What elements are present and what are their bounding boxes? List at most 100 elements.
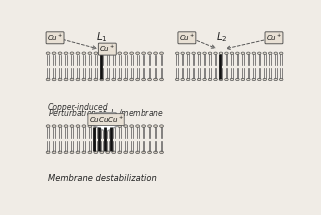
Circle shape xyxy=(112,78,116,81)
Circle shape xyxy=(160,78,163,81)
Circle shape xyxy=(197,78,201,81)
Circle shape xyxy=(154,125,158,127)
Circle shape xyxy=(52,151,56,154)
Circle shape xyxy=(214,52,217,54)
Circle shape xyxy=(208,52,212,54)
Circle shape xyxy=(112,125,116,127)
Circle shape xyxy=(241,52,245,54)
Circle shape xyxy=(247,52,250,54)
Circle shape xyxy=(106,125,110,127)
Circle shape xyxy=(64,52,68,55)
Circle shape xyxy=(160,151,163,154)
Circle shape xyxy=(100,151,104,154)
Text: $L_2$: $L_2$ xyxy=(216,30,228,44)
Circle shape xyxy=(112,151,116,154)
Circle shape xyxy=(225,52,228,54)
Circle shape xyxy=(100,52,104,55)
Circle shape xyxy=(208,78,212,81)
Text: $CuCuCu^+$: $CuCuCu^+$ xyxy=(89,114,124,125)
Text: $Cu^+$: $Cu^+$ xyxy=(99,44,116,54)
Circle shape xyxy=(197,52,201,54)
Circle shape xyxy=(136,125,140,127)
Circle shape xyxy=(118,125,122,127)
Circle shape xyxy=(187,52,190,54)
Circle shape xyxy=(154,151,158,154)
Circle shape xyxy=(181,78,185,81)
Circle shape xyxy=(88,151,92,154)
Circle shape xyxy=(241,78,245,81)
Circle shape xyxy=(274,78,277,81)
Circle shape xyxy=(236,78,239,81)
Circle shape xyxy=(124,52,128,55)
Circle shape xyxy=(268,52,272,54)
Text: $Cu^+$: $Cu^+$ xyxy=(47,33,63,43)
Text: $Cu^+$: $Cu^+$ xyxy=(179,33,195,43)
Circle shape xyxy=(76,125,80,127)
Circle shape xyxy=(118,151,122,154)
Circle shape xyxy=(76,151,80,154)
Circle shape xyxy=(94,151,98,154)
Circle shape xyxy=(118,78,122,81)
Circle shape xyxy=(247,78,250,81)
Circle shape xyxy=(257,52,261,54)
Circle shape xyxy=(106,151,110,154)
Circle shape xyxy=(52,52,56,55)
Circle shape xyxy=(94,52,98,55)
Circle shape xyxy=(46,78,50,81)
Circle shape xyxy=(148,125,152,127)
Circle shape xyxy=(230,78,234,81)
Circle shape xyxy=(142,125,145,127)
Circle shape xyxy=(94,78,98,81)
Text: $L_1$: $L_1$ xyxy=(96,30,108,44)
Circle shape xyxy=(94,125,98,127)
Circle shape xyxy=(280,52,283,54)
Circle shape xyxy=(136,52,140,55)
Circle shape xyxy=(148,78,152,81)
Circle shape xyxy=(70,125,74,127)
Circle shape xyxy=(82,125,86,127)
Circle shape xyxy=(274,52,277,54)
Circle shape xyxy=(148,52,152,55)
Circle shape xyxy=(46,125,50,127)
Circle shape xyxy=(76,78,80,81)
Circle shape xyxy=(58,52,62,55)
Circle shape xyxy=(100,78,104,81)
Circle shape xyxy=(58,78,62,81)
Text: Perturbation of  $L_1$/membrane: Perturbation of $L_1$/membrane xyxy=(48,108,164,120)
Circle shape xyxy=(160,52,163,55)
Circle shape xyxy=(76,52,80,55)
Circle shape xyxy=(82,52,86,55)
Circle shape xyxy=(82,78,86,81)
Circle shape xyxy=(124,125,128,127)
Circle shape xyxy=(46,52,50,55)
Circle shape xyxy=(225,78,228,81)
Circle shape xyxy=(252,52,256,54)
Circle shape xyxy=(192,78,195,81)
Circle shape xyxy=(160,125,163,127)
Circle shape xyxy=(58,125,62,127)
Circle shape xyxy=(148,151,152,154)
Text: Copper-induced: Copper-induced xyxy=(48,103,108,112)
Circle shape xyxy=(236,52,239,54)
Text: Membrane destabilization: Membrane destabilization xyxy=(48,174,156,183)
Circle shape xyxy=(106,78,110,81)
Circle shape xyxy=(219,78,223,81)
Circle shape xyxy=(100,125,104,127)
Circle shape xyxy=(70,151,74,154)
Circle shape xyxy=(88,125,92,127)
Circle shape xyxy=(257,78,261,81)
Circle shape xyxy=(263,78,266,81)
Circle shape xyxy=(214,78,217,81)
Polygon shape xyxy=(88,113,124,132)
Circle shape xyxy=(280,78,283,81)
Circle shape xyxy=(192,52,195,54)
Circle shape xyxy=(64,78,68,81)
Circle shape xyxy=(118,52,122,55)
Circle shape xyxy=(203,78,206,81)
Circle shape xyxy=(130,52,134,55)
Text: $Cu^+$: $Cu^+$ xyxy=(266,33,282,43)
Circle shape xyxy=(124,151,128,154)
Circle shape xyxy=(124,78,128,81)
Circle shape xyxy=(130,151,134,154)
Circle shape xyxy=(203,52,206,54)
